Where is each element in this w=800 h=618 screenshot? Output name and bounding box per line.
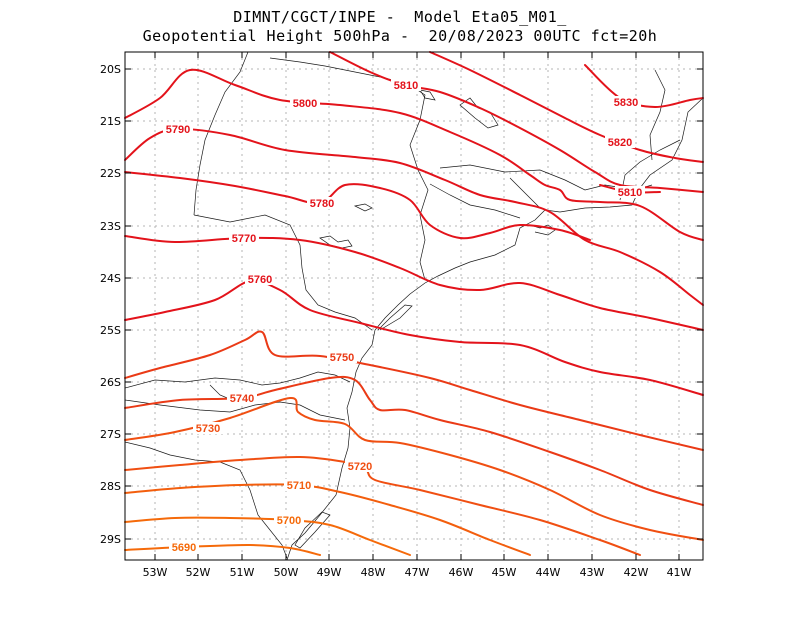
country-border [124, 399, 346, 421]
map-title-line-1: DIMNT/CGCT/INPE - Model Eta05_M01_ [233, 8, 567, 26]
lon-label: 47W [405, 566, 430, 579]
state-border [193, 51, 249, 216]
contour-label: 5820 [608, 137, 632, 149]
coastline [286, 97, 704, 561]
contour-label-bg [345, 460, 375, 472]
lon-label: 51W [230, 566, 255, 579]
coastline [377, 304, 413, 331]
lat-label: 27S [100, 428, 121, 441]
contour-label-bg [307, 197, 337, 209]
lat-lon-grid [125, 52, 703, 560]
contour-label: 5700 [277, 515, 301, 527]
contour-label: 5810 [618, 187, 642, 199]
state-border [619, 139, 681, 201]
contour-label: 5770 [232, 233, 256, 245]
contour-line [124, 483, 531, 556]
contour-label: 5720 [348, 461, 372, 473]
contour-label-bg [605, 136, 635, 148]
lon-label: 44W [536, 566, 561, 579]
contour-label: 5790 [166, 124, 190, 136]
lon-label: 41W [667, 566, 692, 579]
contour-label: 5750 [330, 352, 354, 364]
country-border [124, 441, 288, 559]
contour-label: 5730 [196, 423, 220, 435]
lat-label: 29S [100, 533, 121, 546]
contour-line [124, 68, 704, 241]
axis-ticks: 20S 21S 22S 23S 24S 25S 26S 27S 28S 29S 53W 52W 51W 5… [100, 52, 703, 579]
lon-label: 42W [624, 566, 649, 579]
contour-line [124, 455, 641, 556]
contour-label: 5740 [230, 393, 254, 405]
coastline-borders [124, 51, 704, 561]
contour-label-bg [274, 514, 304, 526]
contour-label: 5810 [394, 80, 418, 92]
contour-label-bg [229, 232, 259, 244]
state-border [193, 214, 373, 331]
contour-line [124, 127, 704, 306]
contour-label: 5710 [287, 480, 311, 492]
lat-label: 21S [100, 115, 121, 128]
lon-label: 43W [580, 566, 605, 579]
contour-line [124, 543, 321, 556]
lat-label: 24S [100, 272, 121, 285]
contour-line [124, 279, 704, 396]
contour-label-bg [169, 541, 199, 553]
contour-line [124, 171, 591, 241]
map-frame [124, 51, 704, 561]
contour-line [584, 64, 704, 109]
lon-label: 50W [274, 566, 299, 579]
contour-label: 5800 [293, 98, 317, 110]
state-border [649, 69, 666, 161]
lon-label: 52W [186, 566, 211, 579]
state-border [429, 183, 521, 219]
lon-label: 49W [317, 566, 342, 579]
lon-label: 46W [449, 566, 474, 579]
contour-label-bg [327, 351, 357, 363]
contour-line [429, 51, 704, 163]
contour-label: 5690 [172, 542, 196, 554]
lat-label: 26S [100, 376, 121, 389]
lat-label: 23S [100, 220, 121, 233]
contour-labels: 5830 5820 5810 5810 5800 5790 5780 5770 5760 5750… [163, 79, 645, 554]
height-contours [124, 51, 704, 556]
contour-label-bg [290, 97, 320, 109]
contour-label: 5780 [310, 198, 334, 210]
contour-label: 5760 [248, 274, 272, 286]
reservoir [353, 203, 373, 212]
reservoir [419, 89, 436, 101]
contour-label-bg [227, 392, 257, 404]
lat-label: 20S [100, 63, 121, 76]
contour-label-bg [611, 96, 641, 108]
state-border [509, 177, 541, 209]
contour-line [124, 396, 704, 541]
lat-label: 25S [100, 324, 121, 337]
contour-label-bg [193, 422, 223, 434]
contour-label-bg [245, 273, 275, 285]
contour-label-bg [163, 123, 193, 135]
country-border [124, 371, 351, 389]
contour-label-bg [391, 79, 421, 91]
contour-label-bg [615, 186, 645, 198]
contour-line [124, 516, 411, 556]
lon-label: 53W [143, 566, 168, 579]
lat-label: 28S [100, 480, 121, 493]
reservoir [459, 97, 499, 129]
contour-label-bg [284, 479, 314, 491]
lon-label: 48W [361, 566, 386, 579]
lon-label: 45W [492, 566, 517, 579]
lat-label: 22S [100, 167, 121, 180]
lagoon [294, 511, 331, 549]
map-title-line-2: Geopotential Height 500hPa - 20/08/2023 … [142, 27, 658, 45]
contour-label: 5830 [614, 97, 638, 109]
